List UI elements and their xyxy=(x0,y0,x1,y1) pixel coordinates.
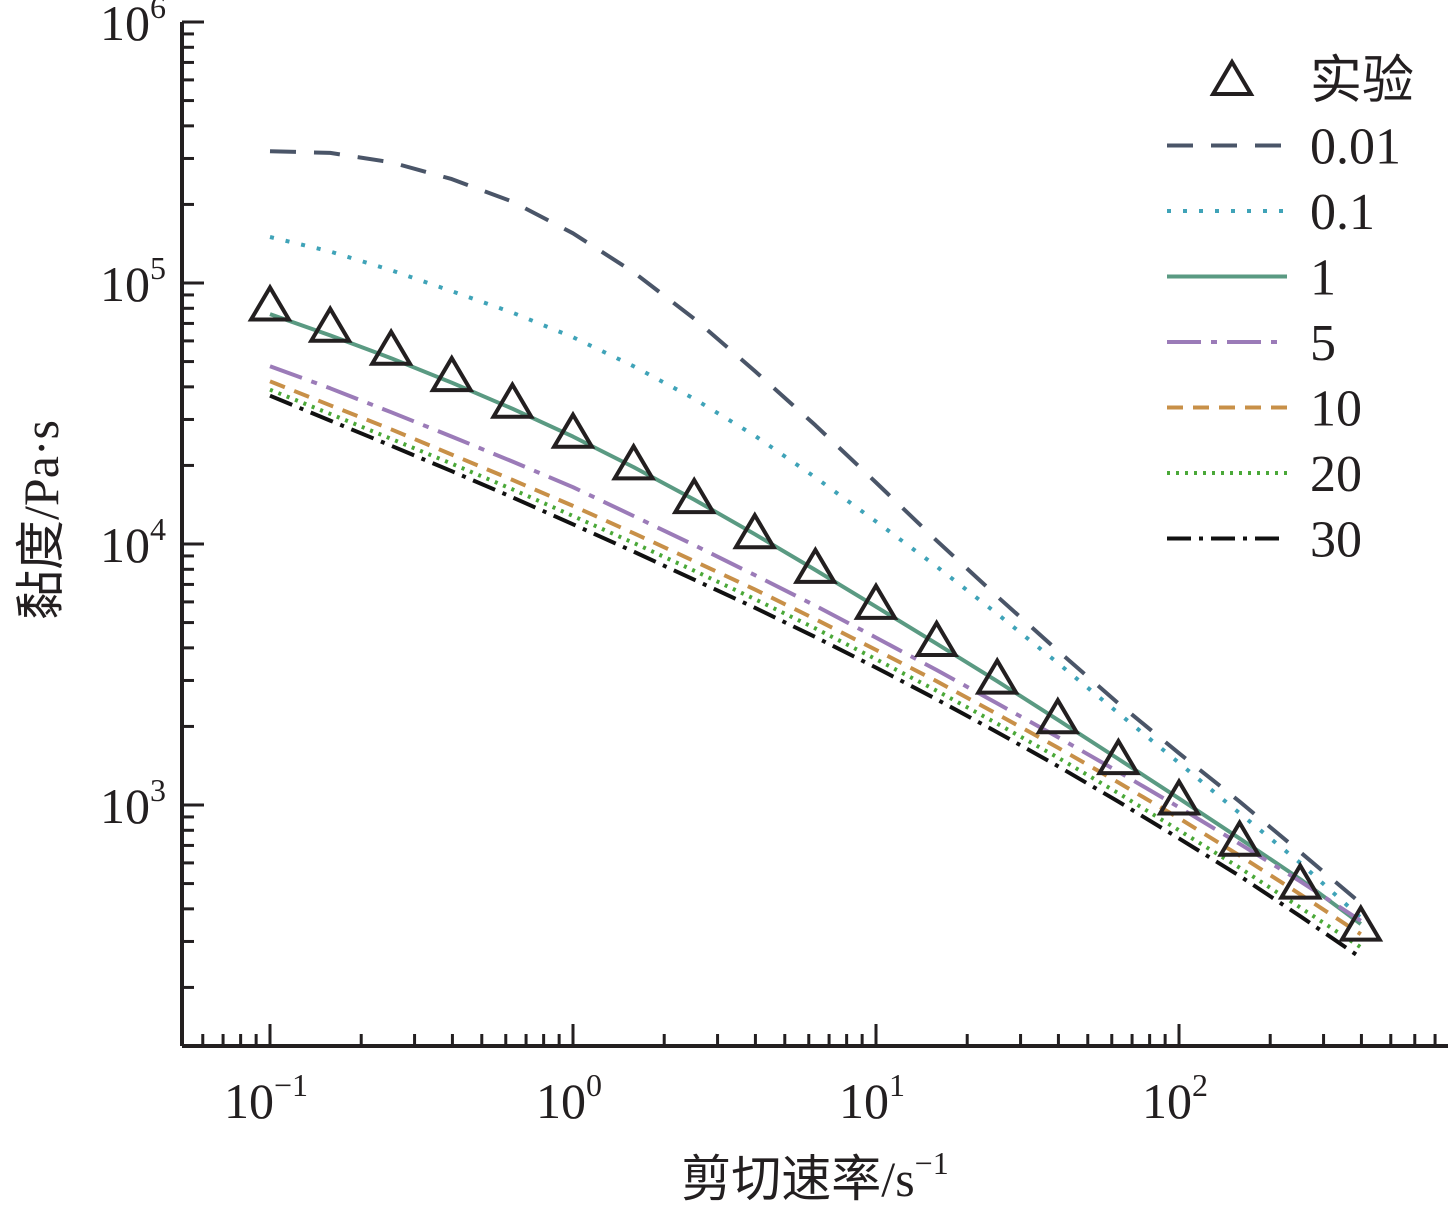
series-line-30 xyxy=(269,393,1362,960)
legend-label-0.1: 0.1 xyxy=(1310,184,1375,241)
x-axis-label-main: 剪切速率/s xyxy=(681,1151,914,1207)
y-tick-base: 10 xyxy=(100,778,150,834)
x-tick-exp: 0 xyxy=(586,1067,602,1103)
experiment-point xyxy=(247,283,293,322)
experiment-point xyxy=(1277,861,1323,900)
experiment-point xyxy=(1156,777,1202,816)
experiment-point xyxy=(974,656,1020,695)
y-tick-exp: 6 xyxy=(150,0,166,25)
series-line-0.1 xyxy=(269,235,1363,920)
experiment-point xyxy=(611,442,657,481)
series-line-5 xyxy=(269,364,1362,923)
series-line-1 xyxy=(269,312,1362,926)
experiment-point xyxy=(429,354,475,393)
y-tick-label: 105 xyxy=(100,250,166,312)
legend-label-30: 30 xyxy=(1310,512,1362,569)
x-tick-base: 10 xyxy=(839,1073,889,1129)
legend-experiment-marker xyxy=(1209,58,1255,97)
experiment-point xyxy=(368,327,414,366)
x-tick-label: 10−1 xyxy=(224,1067,308,1129)
experiment-point xyxy=(1096,737,1141,776)
x-tick-base: 10 xyxy=(536,1073,586,1129)
y-tick-base: 10 xyxy=(100,517,150,573)
series-line-10 xyxy=(269,379,1362,936)
legend-label-experiment: 实验 xyxy=(1310,53,1414,110)
experiment-point xyxy=(732,511,778,550)
legend-label-1: 1 xyxy=(1310,250,1336,307)
experiment-point xyxy=(307,304,353,343)
y-axis-label: 黏度/Pa·s xyxy=(13,420,69,620)
experiment-point xyxy=(1035,696,1081,735)
experiment-point xyxy=(914,619,960,658)
y-tick-base: 10 xyxy=(100,0,150,51)
x-axis-label-sup: −1 xyxy=(915,1145,949,1181)
x-axis-label: 剪切速率/s−1 xyxy=(681,1145,948,1207)
y-tick-label: 106 xyxy=(100,0,166,51)
x-tick-exp: 1 xyxy=(889,1067,905,1103)
x-tick-base: 10 xyxy=(224,1073,274,1129)
x-tick-base: 10 xyxy=(1142,1073,1192,1129)
y-tick-exp: 3 xyxy=(150,772,166,808)
experiment-point xyxy=(853,581,899,620)
y-tick-base: 10 xyxy=(100,256,150,312)
experiment-point xyxy=(671,476,717,515)
x-tick-label: 101 xyxy=(839,1067,905,1129)
experiment-point xyxy=(1217,818,1263,857)
y-tick-label: 104 xyxy=(100,511,166,573)
legend-label-0.01: 0.01 xyxy=(1310,119,1401,176)
x-tick-label: 102 xyxy=(1142,1067,1208,1129)
x-tick-exp: 2 xyxy=(1192,1067,1208,1103)
y-tick-exp: 5 xyxy=(150,250,166,286)
legend-label-10: 10 xyxy=(1310,381,1362,438)
experiment-point xyxy=(550,410,596,449)
y-tick-exp: 4 xyxy=(150,511,166,547)
legend-label-5: 5 xyxy=(1310,315,1336,372)
series-line-0.01 xyxy=(269,149,1363,905)
series-line-20 xyxy=(269,387,1362,949)
experiment-point xyxy=(793,545,838,584)
x-tick-label: 100 xyxy=(536,1067,602,1129)
experiment-point xyxy=(1338,903,1384,942)
experiment-point xyxy=(490,380,535,419)
y-tick-label: 103 xyxy=(100,772,166,834)
x-tick-exp: −1 xyxy=(274,1067,308,1103)
legend-label-20: 20 xyxy=(1310,446,1362,503)
